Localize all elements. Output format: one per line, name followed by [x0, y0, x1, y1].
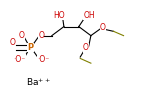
Text: P: P — [27, 43, 34, 52]
Text: O: O — [38, 31, 44, 40]
Text: Ba$^{++}$: Ba$^{++}$ — [26, 77, 51, 89]
Text: ·O⁻: ·O⁻ — [13, 55, 26, 64]
Text: ·O⁻: ·O⁻ — [37, 55, 49, 64]
Text: O: O — [18, 31, 24, 40]
Text: OH: OH — [84, 11, 95, 20]
Text: O: O — [100, 23, 106, 32]
Text: O: O — [83, 44, 89, 52]
Text: HO: HO — [53, 11, 65, 20]
Text: O: O — [10, 38, 16, 47]
